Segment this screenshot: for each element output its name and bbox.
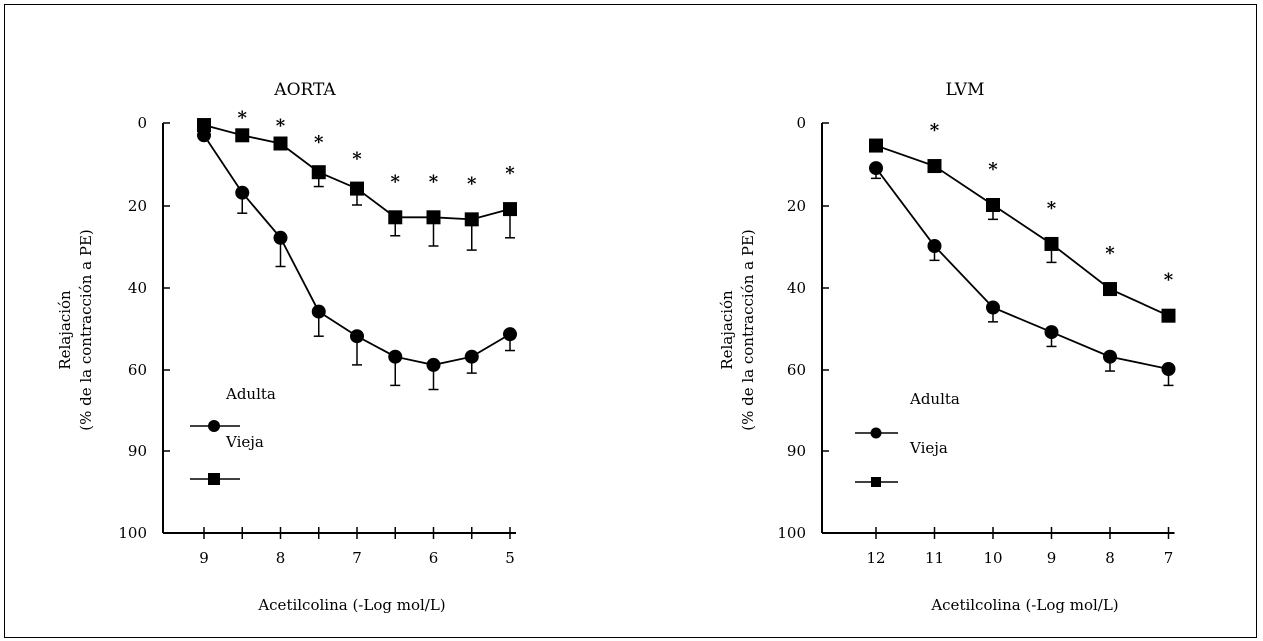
point-vieja-aorta [311,165,326,180]
legend-marker-adulta-lvm [855,427,898,439]
x-tick-label-aorta: 5 [505,549,515,567]
point-adulta-aorta [426,357,441,372]
point-vieja-lvm [1044,236,1059,251]
x-axis-label-aorta: Acetilcolina (-Log mol/L) [257,596,445,614]
y-tick-label-lvm: 100 [777,524,806,542]
x-axis-label-lvm: Acetilcolina (-Log mol/L) [930,596,1118,614]
y-tick-label-lvm: 0 [796,114,806,132]
x-tick-label-lvm: 9 [1047,549,1057,567]
x-tick-label-aorta: 6 [429,549,439,567]
point-adulta-lvm [1044,325,1059,340]
point-vieja-lvm [986,198,1000,212]
point-vieja-aorta [464,212,479,227]
x-tick-label-lvm: 12 [866,549,885,567]
point-adulta-lvm [927,239,942,253]
legend-label-vieja-aorta: Vieja [225,433,264,451]
y-axis-label-aorta: Relajación [56,290,74,370]
point-vieja-aorta [350,181,364,196]
chart-title-aorta: AORTA [273,80,336,100]
y-tick-label-lvm: 60 [787,361,806,379]
y-tick-label-lvm: 20 [787,197,806,215]
point-adulta-aorta [503,327,517,342]
x-tick-label-lvm: 8 [1105,549,1115,567]
x-tick-label-lvm: 7 [1164,549,1174,567]
y-axis-label-lvm-2: (% de la contracción a PE) [739,229,757,431]
y-axis-label-aorta-2: (% de la contracción a PE) [77,229,95,431]
legend-marker-vieja-aorta [190,473,240,485]
significance-star-lvm: * [930,120,940,141]
point-adulta-lvm [986,300,1000,315]
point-adulta-aorta [350,329,364,344]
significance-star-aorta: * [429,171,439,192]
significance-star-lvm: * [1164,270,1174,291]
series-line-adulta-lvm [875,167,1169,370]
significance-star-aorta: * [276,116,286,137]
legend-label-vieja-lvm: Vieja [909,439,948,457]
y-tick-label-aorta: 90 [128,442,147,460]
chart-title-lvm: LVM [946,80,985,100]
point-adulta-aorta [311,304,326,319]
legend-marker-adulta-aorta [190,420,240,432]
point-adulta-aorta [464,349,479,364]
significance-star-aorta: * [352,149,362,170]
y-tick-label-aorta: 20 [128,197,147,215]
point-vieja-lvm [1103,282,1117,297]
point-adulta-lvm [1103,349,1117,364]
significance-star-lvm: * [988,159,998,180]
x-tick-label-lvm: 10 [983,549,1002,567]
point-vieja-lvm [869,138,883,153]
significance-star-aorta: * [391,171,401,192]
y-tick-label-lvm: 40 [787,279,806,297]
x-tick-label-aorta: 7 [352,549,362,567]
point-adulta-aorta [273,230,288,245]
y-tick-label-aorta: 100 [118,524,147,542]
y-tick-label-aorta: 60 [128,361,147,379]
point-vieja-lvm [1161,308,1176,323]
y-tick-label-aorta: 40 [128,279,147,297]
y-tick-label-aorta: 0 [137,114,147,132]
point-adulta-aorta [388,349,403,364]
point-vieja-aorta [426,210,441,225]
point-vieja-aorta [197,118,211,133]
significance-star-aorta: * [505,163,515,184]
significance-star-aorta: * [238,107,248,128]
x-tick-label-lvm: 11 [925,549,944,567]
x-tick-label-aorta: 8 [276,549,286,567]
point-vieja-aorta [235,128,250,143]
significance-star-lvm: * [1105,243,1115,264]
y-axis-label-lvm: Relajación [718,290,736,370]
point-vieja-lvm [927,159,942,174]
significance-star-aorta: * [467,173,477,194]
point-vieja-aorta [388,210,403,225]
x-tick-label-aorta: 9 [199,549,209,567]
significance-star-aorta: * [314,132,324,153]
point-vieja-aorta [273,136,288,151]
point-adulta-lvm [869,161,883,176]
point-vieja-aorta [503,202,517,217]
y-tick-label-lvm: 90 [787,442,806,460]
significance-star-lvm: * [1047,198,1057,219]
y-axis-label-aorta-line1: Relajación [56,290,74,370]
point-adulta-aorta [235,185,250,200]
legend-label-adulta-lvm: Adulta [909,390,960,408]
point-adulta-lvm [1161,362,1176,376]
legend-marker-vieja-lvm [855,477,898,487]
series-line-vieja-lvm [875,144,1169,317]
plots-layer: 0 20 40 60 90 100 9 8 7 6 5 * * * * * * * * 0 20 40 60 90 100 12 1… [118,107,1176,567]
legend-label-adulta-aorta: Adulta [225,385,276,403]
